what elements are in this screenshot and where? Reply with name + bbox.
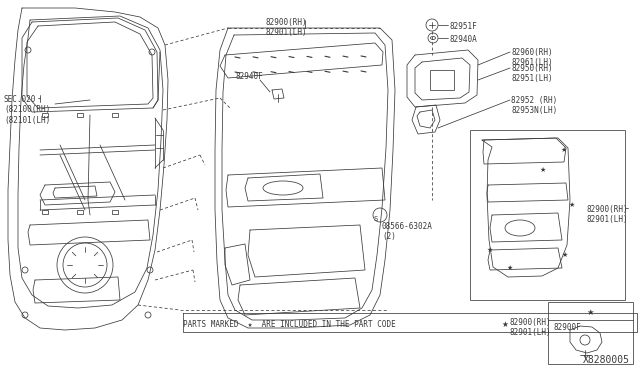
Text: 82900(RH)
82901(LH): 82900(RH) 82901(LH) (510, 318, 552, 337)
Text: ★: ★ (569, 202, 575, 208)
Text: ★: ★ (507, 265, 513, 271)
Text: ★: ★ (540, 167, 546, 173)
Text: X8280005: X8280005 (583, 355, 630, 365)
Text: ★: ★ (561, 147, 567, 153)
Bar (77, 113, 83, 117)
Text: ★: ★ (562, 252, 568, 258)
Bar (430, 70, 454, 90)
Text: 82950(RH)
82951(LH): 82950(RH) 82951(LH) (511, 64, 552, 83)
Text: 82940A: 82940A (449, 35, 477, 44)
Bar (112, 113, 118, 117)
Text: 82952 (RH)
82953N(LH): 82952 (RH) 82953N(LH) (511, 96, 557, 115)
Text: PARTS MARKED  ★  ARE INCLUDED IN THE PART CODE: PARTS MARKED ★ ARE INCLUDED IN THE PART … (183, 320, 396, 329)
Bar (77, 210, 83, 214)
Text: SEC.020
(82100(RH)
(82101(LH): SEC.020 (82100(RH) (82101(LH) (4, 95, 51, 125)
Bar (42, 210, 48, 214)
Bar (470, 130, 625, 300)
Text: ★: ★ (502, 320, 508, 329)
Text: 82951F: 82951F (449, 22, 477, 31)
Text: 82960(RH)
82961(LH): 82960(RH) 82961(LH) (511, 48, 552, 67)
Text: 08566-6302A
(2): 08566-6302A (2) (382, 222, 433, 241)
Bar (42, 113, 48, 117)
Text: 82900(RH)
82901(LH): 82900(RH) 82901(LH) (586, 205, 628, 224)
Text: S: S (374, 216, 378, 222)
Text: 82900(RH)
82901(LH): 82900(RH) 82901(LH) (265, 18, 307, 38)
Bar (548, 302, 633, 364)
Text: 82900F: 82900F (553, 323, 580, 332)
Text: 82940F: 82940F (235, 72, 263, 81)
Text: ★: ★ (586, 308, 594, 317)
Bar (112, 210, 118, 214)
Text: ★: ★ (487, 247, 493, 253)
